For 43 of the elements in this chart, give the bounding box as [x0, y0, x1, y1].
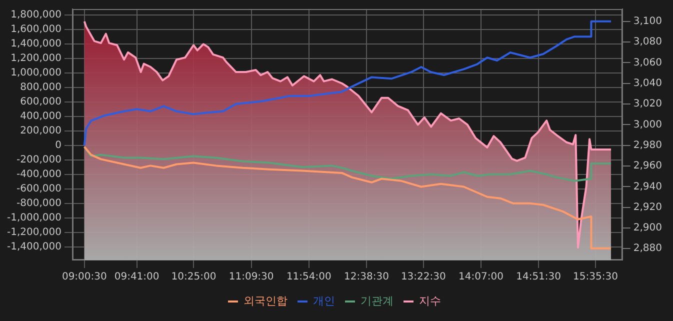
x-tick-label: 14:51:30: [516, 272, 562, 283]
y2-tick-label: 2,900: [633, 222, 662, 234]
y2-tick-label: 3,060: [633, 57, 662, 68]
y2-tick-label: 3,040: [633, 78, 662, 89]
y-tick-label: -200,000: [16, 154, 62, 166]
y2-tick-label: 2,960: [633, 160, 662, 172]
y-tick-label: 1,800,000: [10, 9, 62, 20]
y-tick-label: -600,000: [16, 184, 62, 194]
y-tick-label: -1,400,000: [6, 242, 62, 253]
y-tick-label: 1,600,000: [10, 24, 62, 35]
x-tick-label: 09:00:30: [62, 272, 107, 283]
y2-tick-label: 3,080: [633, 36, 662, 48]
y2-tick-label: 2,880: [633, 243, 662, 254]
y2-tick-label: 3,100: [633, 16, 662, 27]
x-tick-label: 10:25:00: [171, 272, 216, 283]
y2-tick-label: 2,940: [633, 181, 662, 192]
y-tick-label: 600,000: [20, 96, 62, 108]
x-tick-label: 09:41:00: [114, 272, 160, 283]
y2-tick-label: 2,920: [633, 202, 662, 213]
y-tick-label: 1,200,000: [10, 52, 62, 64]
x-tick-label: 11:54:00: [286, 272, 332, 283]
y-tick-label: 0: [55, 140, 62, 151]
y2-tick-label: 3,020: [633, 98, 662, 110]
legend-label: 외국인합: [244, 294, 288, 308]
x-tick-label: 12:38:30: [344, 272, 389, 283]
y-tick-label: 1,400,000: [10, 38, 62, 50]
y2-tick-label: 3,000: [633, 119, 662, 130]
legend-label: 기관계: [360, 294, 394, 308]
x-tick-label: 11:09:30: [228, 272, 274, 283]
y-tick-label: 800,000: [20, 82, 62, 93]
y-tick-label: 200,000: [20, 125, 62, 136]
y-tick-label: -800,000: [16, 198, 62, 210]
legend-label: 지수: [419, 294, 441, 308]
y2-tick-label: 2,980: [633, 140, 662, 151]
x-tick-label: 14:07:00: [458, 272, 504, 283]
x-tick-label: 13:22:30: [400, 272, 446, 283]
y-tick-label: 1,000,000: [10, 67, 62, 78]
y-tick-label: -1,200,000: [6, 227, 62, 238]
x-tick-label: 15:35:30: [573, 272, 618, 283]
y-tick-label: -400,000: [16, 168, 62, 180]
legend-label: 개인: [313, 294, 335, 308]
y-tick-label: -1,000,000: [6, 212, 62, 224]
y-tick-label: 400,000: [20, 110, 62, 122]
